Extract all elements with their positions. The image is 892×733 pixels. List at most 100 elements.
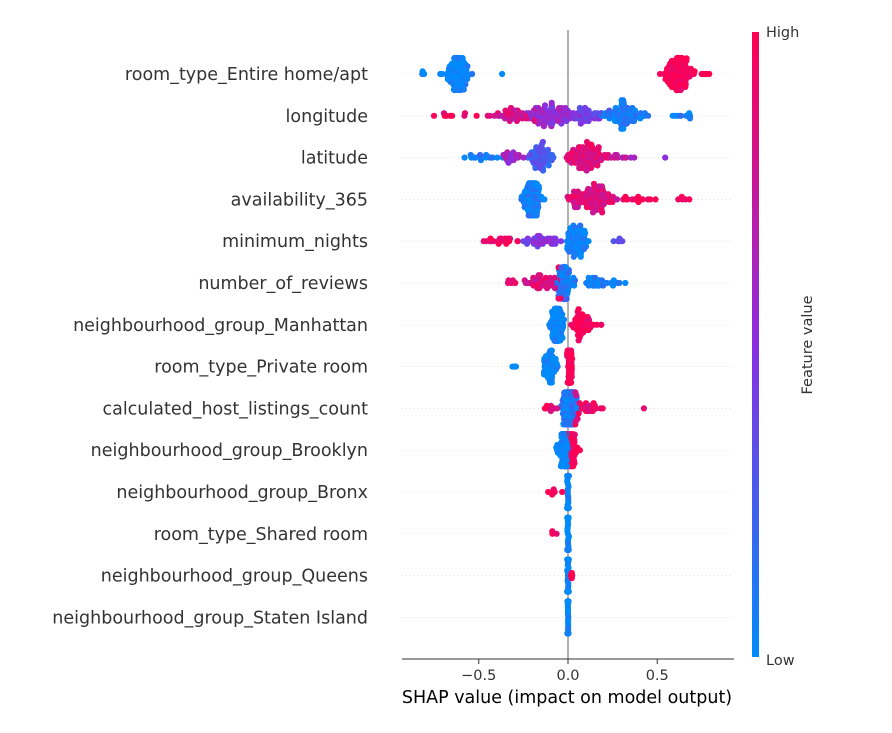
shap-point [545,110,552,117]
shap-point [571,460,578,467]
shap-point [645,112,652,119]
shap-point [682,83,689,91]
shap-point [507,151,514,159]
shap-point [557,452,564,459]
feature-labels: room_type_Entire home/apt longitude latitu… [52,65,368,628]
shap-point [540,149,548,156]
shap-point [622,154,630,161]
shap-point [532,180,539,187]
shap-point [536,232,543,240]
shap-point [572,418,579,425]
feature-label: neighbourhood_group_Queens [101,567,368,587]
shap-point [585,117,592,125]
shap-point [631,154,638,161]
shap-point [640,405,648,412]
shap-point [520,238,527,245]
shap-point [620,97,627,104]
shap-point [686,196,693,203]
feature-label: neighbourhood_group_Manhattan [73,316,368,336]
shap-point [557,238,565,245]
shap-point [553,238,560,245]
shap-point [532,164,539,172]
feature-label: room_type_Private room [154,358,368,378]
shap-point [549,151,556,159]
shap-point [566,379,573,386]
shap-point [551,337,558,344]
colorbar-title: Feature value [800,295,816,394]
shap-point [568,569,575,577]
shap-point [613,151,620,159]
shap-point [524,183,531,190]
shap-point [575,410,582,417]
shap-point [520,154,527,161]
feature-label: room_type_Entire home/apt [125,65,368,85]
shap-point [503,240,510,247]
shap-point [577,253,584,260]
shap-point [570,274,577,281]
feature-label: longitude [286,107,368,127]
shap-point [563,389,570,396]
shap-point [552,305,559,312]
shap-point [620,125,627,132]
shap-point [706,70,713,78]
shap-point [483,151,490,159]
feature-label: neighbourhood_group_Staten Island [52,608,368,628]
shap-point [542,274,549,281]
shap-point [568,350,575,357]
shap-point [454,54,461,62]
shap-point [461,154,468,161]
shap-point [540,159,547,166]
shap-point [575,337,582,344]
feature-label: room_type_Shared room [154,525,368,545]
shap-point [691,68,698,75]
shap-point [507,157,514,164]
shap-point [505,277,512,284]
shap-point [491,112,498,119]
shap-point [610,238,617,245]
shap-point [495,240,502,247]
shap-point [575,306,582,313]
shap-point [519,193,526,200]
shap-point [662,154,669,161]
shap-point [553,530,560,537]
shap-point [537,144,544,151]
shap-point [545,488,552,496]
shap-point [549,104,556,112]
shap-point [591,402,599,409]
shap-point [546,238,553,245]
shap-point [557,295,564,302]
shap-point [677,112,685,119]
shap-point [647,196,654,203]
shap-point [573,392,580,399]
shap-point [555,117,562,125]
shap-point [563,154,570,161]
shap-point [595,144,602,151]
shap-point [581,227,588,234]
shap-point [518,112,525,119]
shap-points [419,54,713,637]
shap-point [598,321,605,328]
shap-point [683,55,690,62]
shap-point [512,151,519,159]
shap-point [508,110,515,117]
shap-point [464,76,471,83]
shap-point [549,120,556,127]
shap-point [504,110,511,117]
shap-point [576,104,584,112]
shap-point [464,63,471,70]
shap-point [542,353,550,360]
shap-point [639,196,646,203]
shap-point [574,204,581,211]
colorbar-high-label: High [766,25,799,41]
shap-point [421,70,428,78]
shap-point [469,70,476,78]
shap-point [668,83,676,91]
shap-point [585,107,592,114]
shap-point [585,316,593,323]
shap-point [541,196,548,203]
feature-label: number_of_reviews [198,274,368,294]
shap-point [539,110,547,117]
feature-label: minimum_nights [222,232,368,252]
shap-point [553,360,560,368]
